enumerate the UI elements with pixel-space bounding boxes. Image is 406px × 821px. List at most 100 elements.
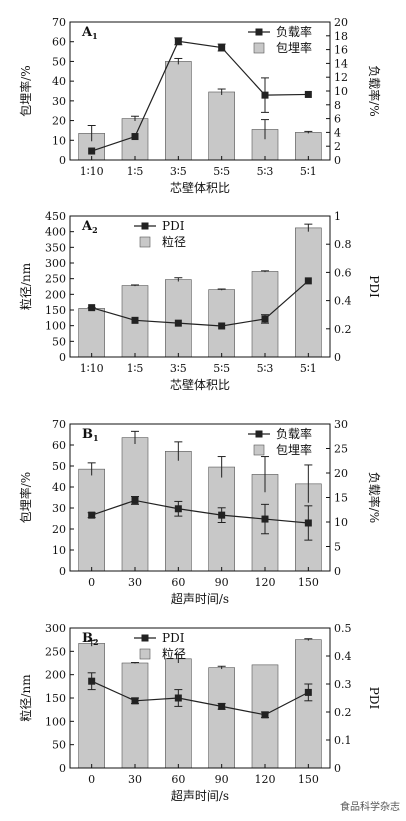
line-point-6 <box>304 688 312 696</box>
y2-tick-label: 0 <box>334 762 341 775</box>
x-tick-label: 5∶1 <box>300 165 317 178</box>
y-tick-label: 70 <box>52 16 66 29</box>
panel-label: B2 <box>82 631 99 647</box>
line-point-1 <box>88 147 96 155</box>
line-point-6 <box>304 277 312 285</box>
y2-tick-label: 4 <box>334 126 341 139</box>
y-tick-label: 250 <box>45 273 66 286</box>
y2-tick-label: 30 <box>334 418 348 431</box>
y-tick-label: 150 <box>45 304 66 317</box>
y-tick-label: 250 <box>45 645 66 658</box>
y2-tick-label: 0.3 <box>334 678 352 691</box>
y-tick-label: 10 <box>52 134 66 147</box>
line-point-2 <box>131 496 139 504</box>
y-axis-title: 粒径/nm <box>18 262 33 310</box>
line-point-2 <box>131 697 139 705</box>
legend-bar-label: 包埋率 <box>276 40 312 55</box>
series-line <box>91 680 309 716</box>
series-line <box>91 280 309 327</box>
x-tick-label: 1∶5 <box>127 165 144 178</box>
y2-tick-label: 25 <box>334 443 348 456</box>
line-point-1 <box>88 677 96 685</box>
bar-1 <box>78 643 105 769</box>
y2-tick-label: 0 <box>334 351 341 364</box>
line-point-5 <box>261 315 269 323</box>
x-tick-label: 60 <box>171 576 185 589</box>
plot-frame <box>69 215 331 358</box>
panel-label-sub: 1 <box>92 31 98 41</box>
y2-tick-label: 0.6 <box>334 266 352 279</box>
legend-bar-swatch <box>253 444 265 456</box>
y-axis-title: 包埋率/% <box>18 472 33 523</box>
x-tick-label: 1∶10 <box>80 362 104 375</box>
x-tick-label: 5∶3 <box>257 362 274 375</box>
x-tick-label: 150 <box>298 773 319 786</box>
y2-tick-label: 0.2 <box>334 323 352 336</box>
y-tick-label: 350 <box>45 241 66 254</box>
y2-tick-label: 0.5 <box>334 622 352 635</box>
y-tick-label: 450 <box>45 210 66 223</box>
x-tick-label: 120 <box>255 773 276 786</box>
legend-bar-swatch <box>253 42 265 54</box>
line-point-3 <box>174 694 182 702</box>
x-tick-label: 5∶5 <box>213 165 230 178</box>
x-tick-label: 5∶3 <box>257 165 274 178</box>
panel-label-sub: 1 <box>93 433 99 443</box>
legend-line-marker <box>255 28 263 36</box>
line-point-3 <box>174 319 182 327</box>
line-point-2 <box>131 316 139 324</box>
legend-bar-swatch <box>139 236 151 248</box>
x-tick-label: 30 <box>128 576 142 589</box>
legend-line-marker <box>141 634 149 642</box>
line-point-3 <box>174 37 182 45</box>
y-tick-label: 10 <box>52 544 66 557</box>
y-axis-title: 粒径/nm <box>18 674 33 722</box>
y-tick-label: 40 <box>52 481 66 494</box>
series-line <box>91 40 309 152</box>
chart-panel-3: 0 10 20 30 40 50 60 70 0 5 10 15 20 25 30 0 30 60 90 120 150… <box>18 418 382 606</box>
y-tick-label: 60 <box>52 439 66 452</box>
legend-line-label: 负载率 <box>276 426 312 441</box>
line-point-6 <box>304 90 312 98</box>
watermark-text: 食品科学杂志 <box>340 802 400 813</box>
line-point-1 <box>88 304 96 312</box>
line-point-4 <box>218 511 226 519</box>
y2-axis-title: 负载率/% <box>367 65 382 116</box>
y-tick-label: 0 <box>59 154 66 167</box>
y2-tick-label: 0 <box>334 154 341 167</box>
x-tick-label: 0 <box>88 576 95 589</box>
y2-tick-label: 5 <box>334 541 341 554</box>
y2-tick-label: 12 <box>334 71 348 84</box>
legend-line-label: PDI <box>162 631 185 645</box>
x-tick-label: 30 <box>128 773 142 786</box>
x-axis-title: 超声时间/s <box>171 788 229 803</box>
x-tick-label: 120 <box>255 576 276 589</box>
x-tick-label: 0 <box>88 773 95 786</box>
legend-line-label: PDI <box>162 219 185 233</box>
panel-label: A2 <box>81 219 98 235</box>
y2-tick-label: 18 <box>334 30 348 43</box>
y2-tick-label: 15 <box>334 492 348 505</box>
line-point-4 <box>218 322 226 330</box>
y-tick-label: 50 <box>52 55 66 68</box>
y2-tick-label: 20 <box>334 467 348 480</box>
panel-label: A1 <box>81 25 98 41</box>
x-tick-label: 5∶1 <box>300 362 317 375</box>
y-tick-label: 20 <box>52 115 66 128</box>
chart-panel-4: 0 50 100 150 200 250 300 0 0.1 0.2 0.3 0.4 0.5 0 30 60 9… <box>18 622 381 803</box>
x-axis-title: 芯壁体积比 <box>170 377 230 392</box>
legend-bar-swatch <box>139 648 151 660</box>
panel-label: B1 <box>82 427 99 443</box>
bar-3 <box>165 658 192 769</box>
y2-tick-label: 10 <box>334 85 348 98</box>
line-point-6 <box>304 519 312 527</box>
x-tick-label: 3∶5 <box>170 165 187 178</box>
line-point-1 <box>88 511 96 519</box>
y-tick-label: 400 <box>45 226 66 239</box>
bar-4 <box>208 91 235 161</box>
bar-6 <box>295 227 322 358</box>
y-tick-label: 40 <box>52 75 66 88</box>
y2-tick-label: 10 <box>334 516 348 529</box>
